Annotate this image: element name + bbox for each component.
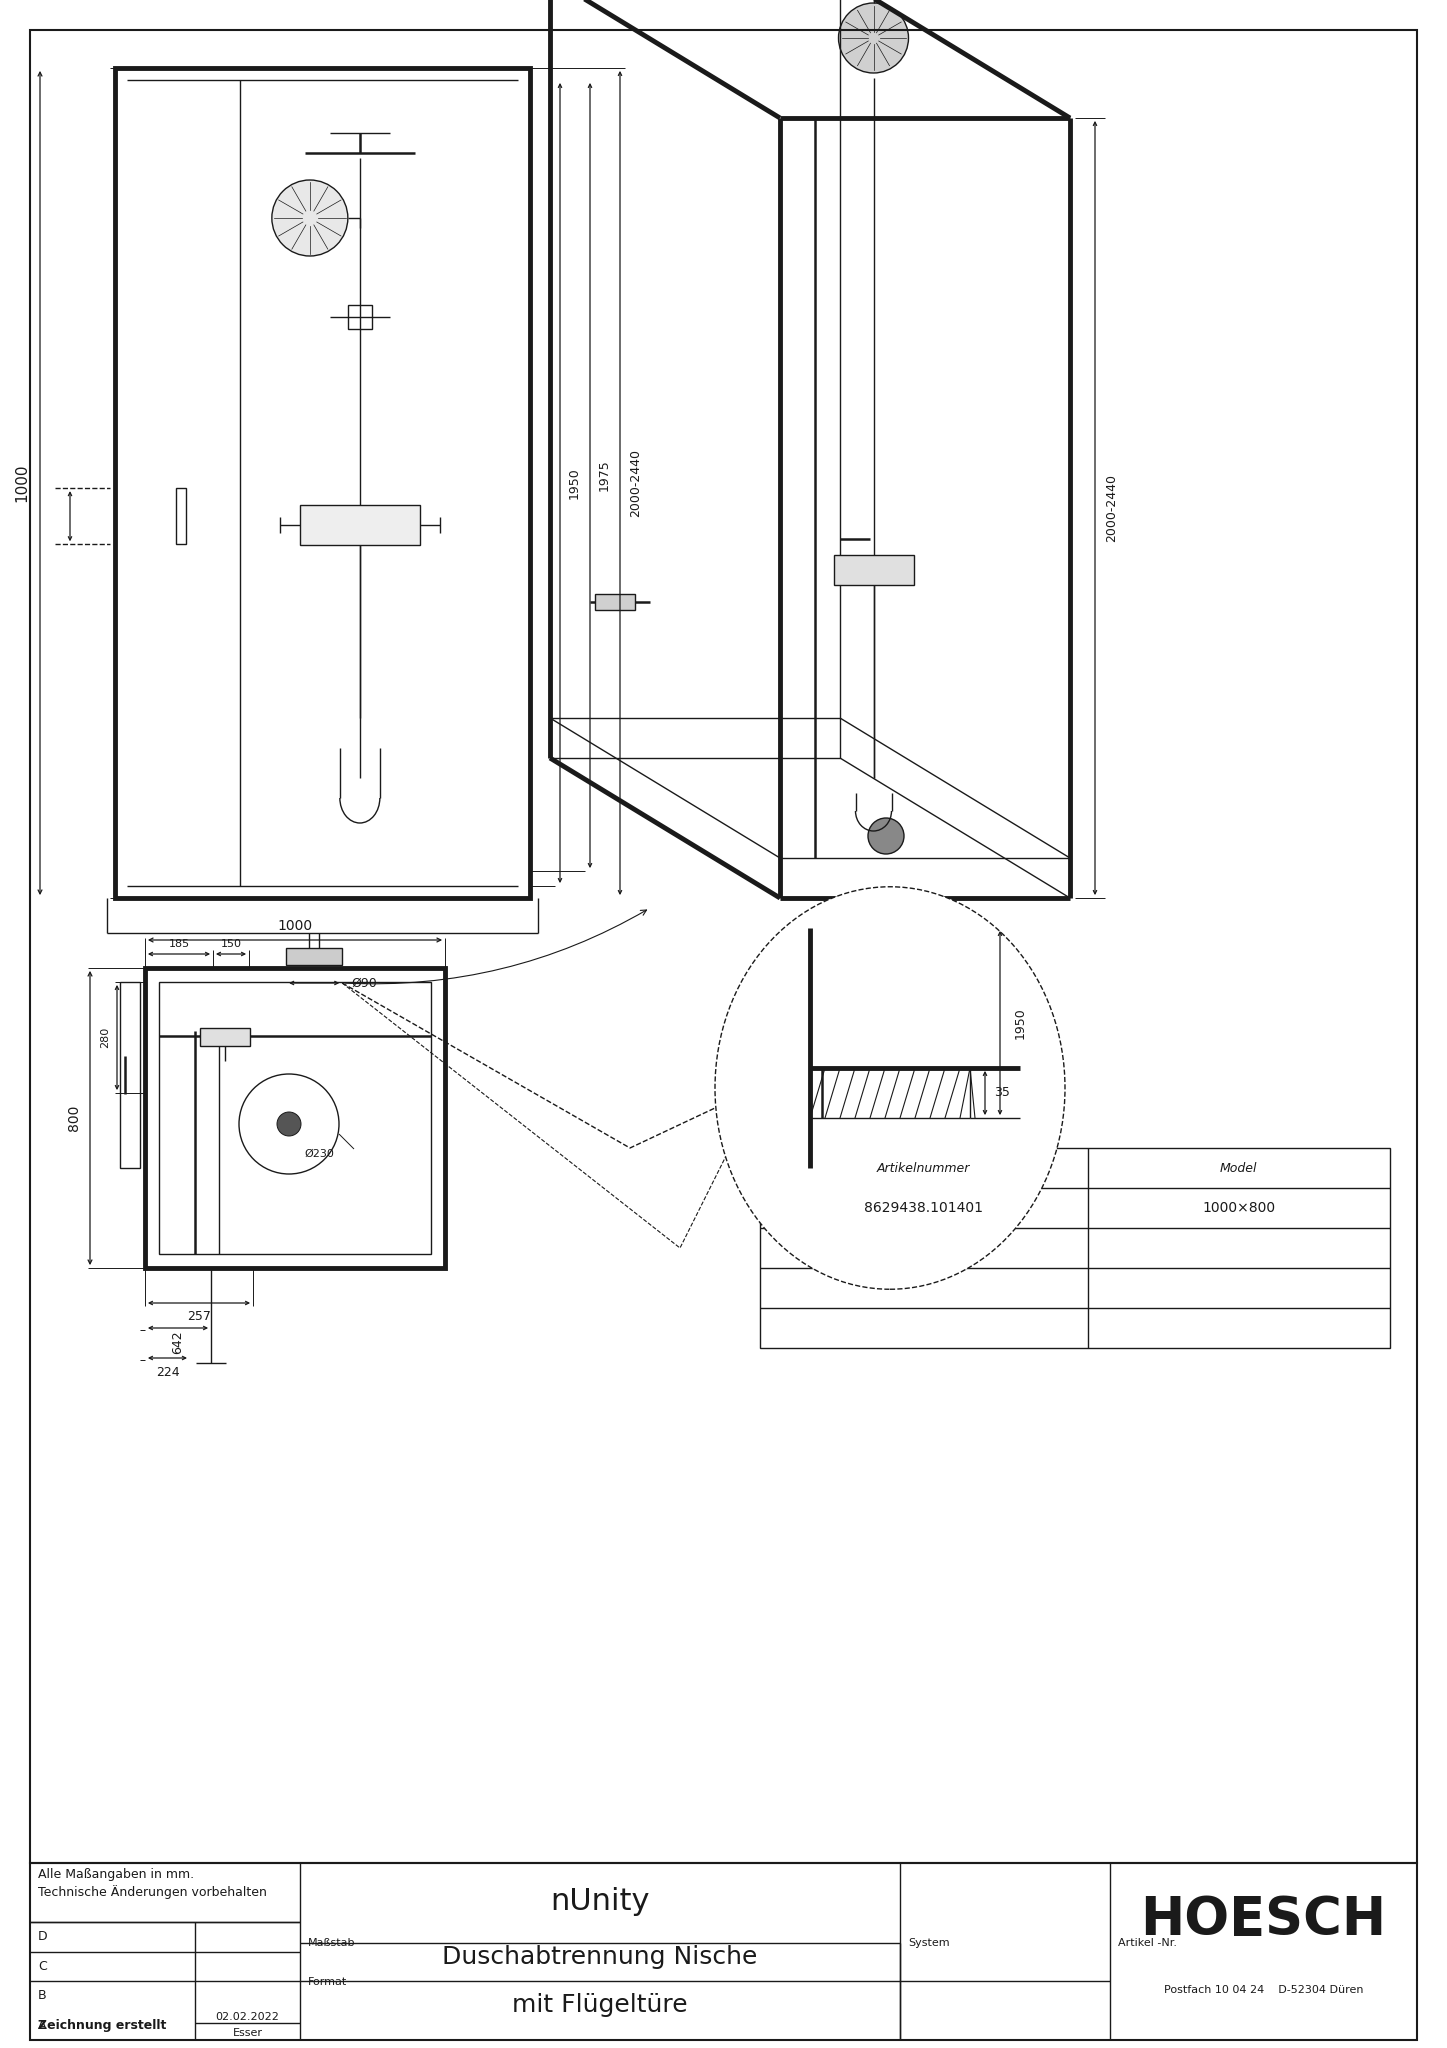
Circle shape (272, 180, 347, 256)
Text: 8629438.101401: 8629438.101401 (864, 1200, 984, 1214)
Text: Model: Model (1220, 1161, 1257, 1174)
Bar (145, 969, 446, 1268)
Text: Zeichnung erstellt: Zeichnung erstellt (38, 2019, 166, 2032)
Bar (177, 487, 187, 545)
Circle shape (311, 510, 339, 539)
Bar (347, 305, 372, 330)
Text: 1000: 1000 (278, 920, 313, 934)
Circle shape (205, 1030, 220, 1044)
Text: System: System (909, 1937, 949, 1948)
Text: Artikelnummer: Artikelnummer (877, 1161, 971, 1174)
Bar (760, 1149, 1391, 1348)
Text: B: B (38, 1989, 46, 2003)
Bar (114, 68, 530, 897)
Bar (595, 594, 635, 610)
Circle shape (381, 510, 410, 539)
Text: 150: 150 (220, 938, 242, 948)
Circle shape (276, 1112, 301, 1137)
Text: 1950: 1950 (567, 467, 580, 500)
Text: Alle Maßangaben in mm.: Alle Maßangaben in mm. (38, 1868, 194, 1882)
Bar (287, 948, 341, 965)
Ellipse shape (715, 887, 1065, 1290)
Bar (30, 31, 1417, 1864)
Text: Artikel -Nr.: Artikel -Nr. (1119, 1937, 1176, 1948)
Text: C: C (38, 1960, 46, 1972)
Text: Technische Änderungen vorbehalten: Technische Änderungen vorbehalten (38, 1886, 266, 1898)
Text: Format: Format (308, 1976, 347, 1987)
Text: Maßstab: Maßstab (308, 1937, 356, 1948)
Bar (30, 1864, 1417, 2040)
Text: 642: 642 (172, 1331, 185, 1354)
Circle shape (230, 1030, 245, 1044)
Text: A: A (38, 2019, 46, 2032)
Text: 35: 35 (994, 1087, 1010, 1100)
Bar (300, 504, 420, 545)
Text: 185: 185 (168, 938, 190, 948)
Text: mit Flügeltüre: mit Flügeltüre (512, 1993, 687, 2017)
Text: D: D (38, 1931, 48, 1944)
Circle shape (838, 2, 909, 74)
Text: 02.02.2022: 02.02.2022 (216, 2013, 279, 2021)
Circle shape (841, 559, 862, 582)
Text: HOESCH: HOESCH (1140, 1894, 1386, 1946)
Text: Ø90: Ø90 (352, 977, 378, 989)
Bar (159, 981, 431, 1253)
Bar (833, 555, 913, 586)
Text: nUnity: nUnity (550, 1888, 650, 1917)
Circle shape (884, 559, 906, 582)
Text: 1000: 1000 (14, 463, 29, 502)
Text: 1000×800: 1000×800 (1202, 1200, 1275, 1214)
Text: 280: 280 (100, 1026, 110, 1049)
Text: Duschabtrennung Nische: Duschabtrennung Nische (443, 1946, 758, 1968)
Bar (200, 1028, 250, 1047)
Circle shape (868, 817, 904, 854)
Text: 257: 257 (187, 1311, 211, 1323)
Text: 224: 224 (156, 1366, 179, 1378)
Text: 2000-2440: 2000-2440 (629, 449, 642, 516)
Text: 800: 800 (67, 1104, 81, 1130)
Text: Esser: Esser (233, 2028, 262, 2038)
Text: 1975: 1975 (598, 459, 611, 492)
Text: 2000-2440: 2000-2440 (1106, 473, 1119, 543)
Text: Ø230: Ø230 (304, 1149, 334, 1159)
Bar (120, 981, 140, 1167)
Text: Postfach 10 04 24    D-52304 Düren: Postfach 10 04 24 D-52304 Düren (1163, 1985, 1363, 1995)
Text: 1950: 1950 (1013, 1008, 1026, 1038)
